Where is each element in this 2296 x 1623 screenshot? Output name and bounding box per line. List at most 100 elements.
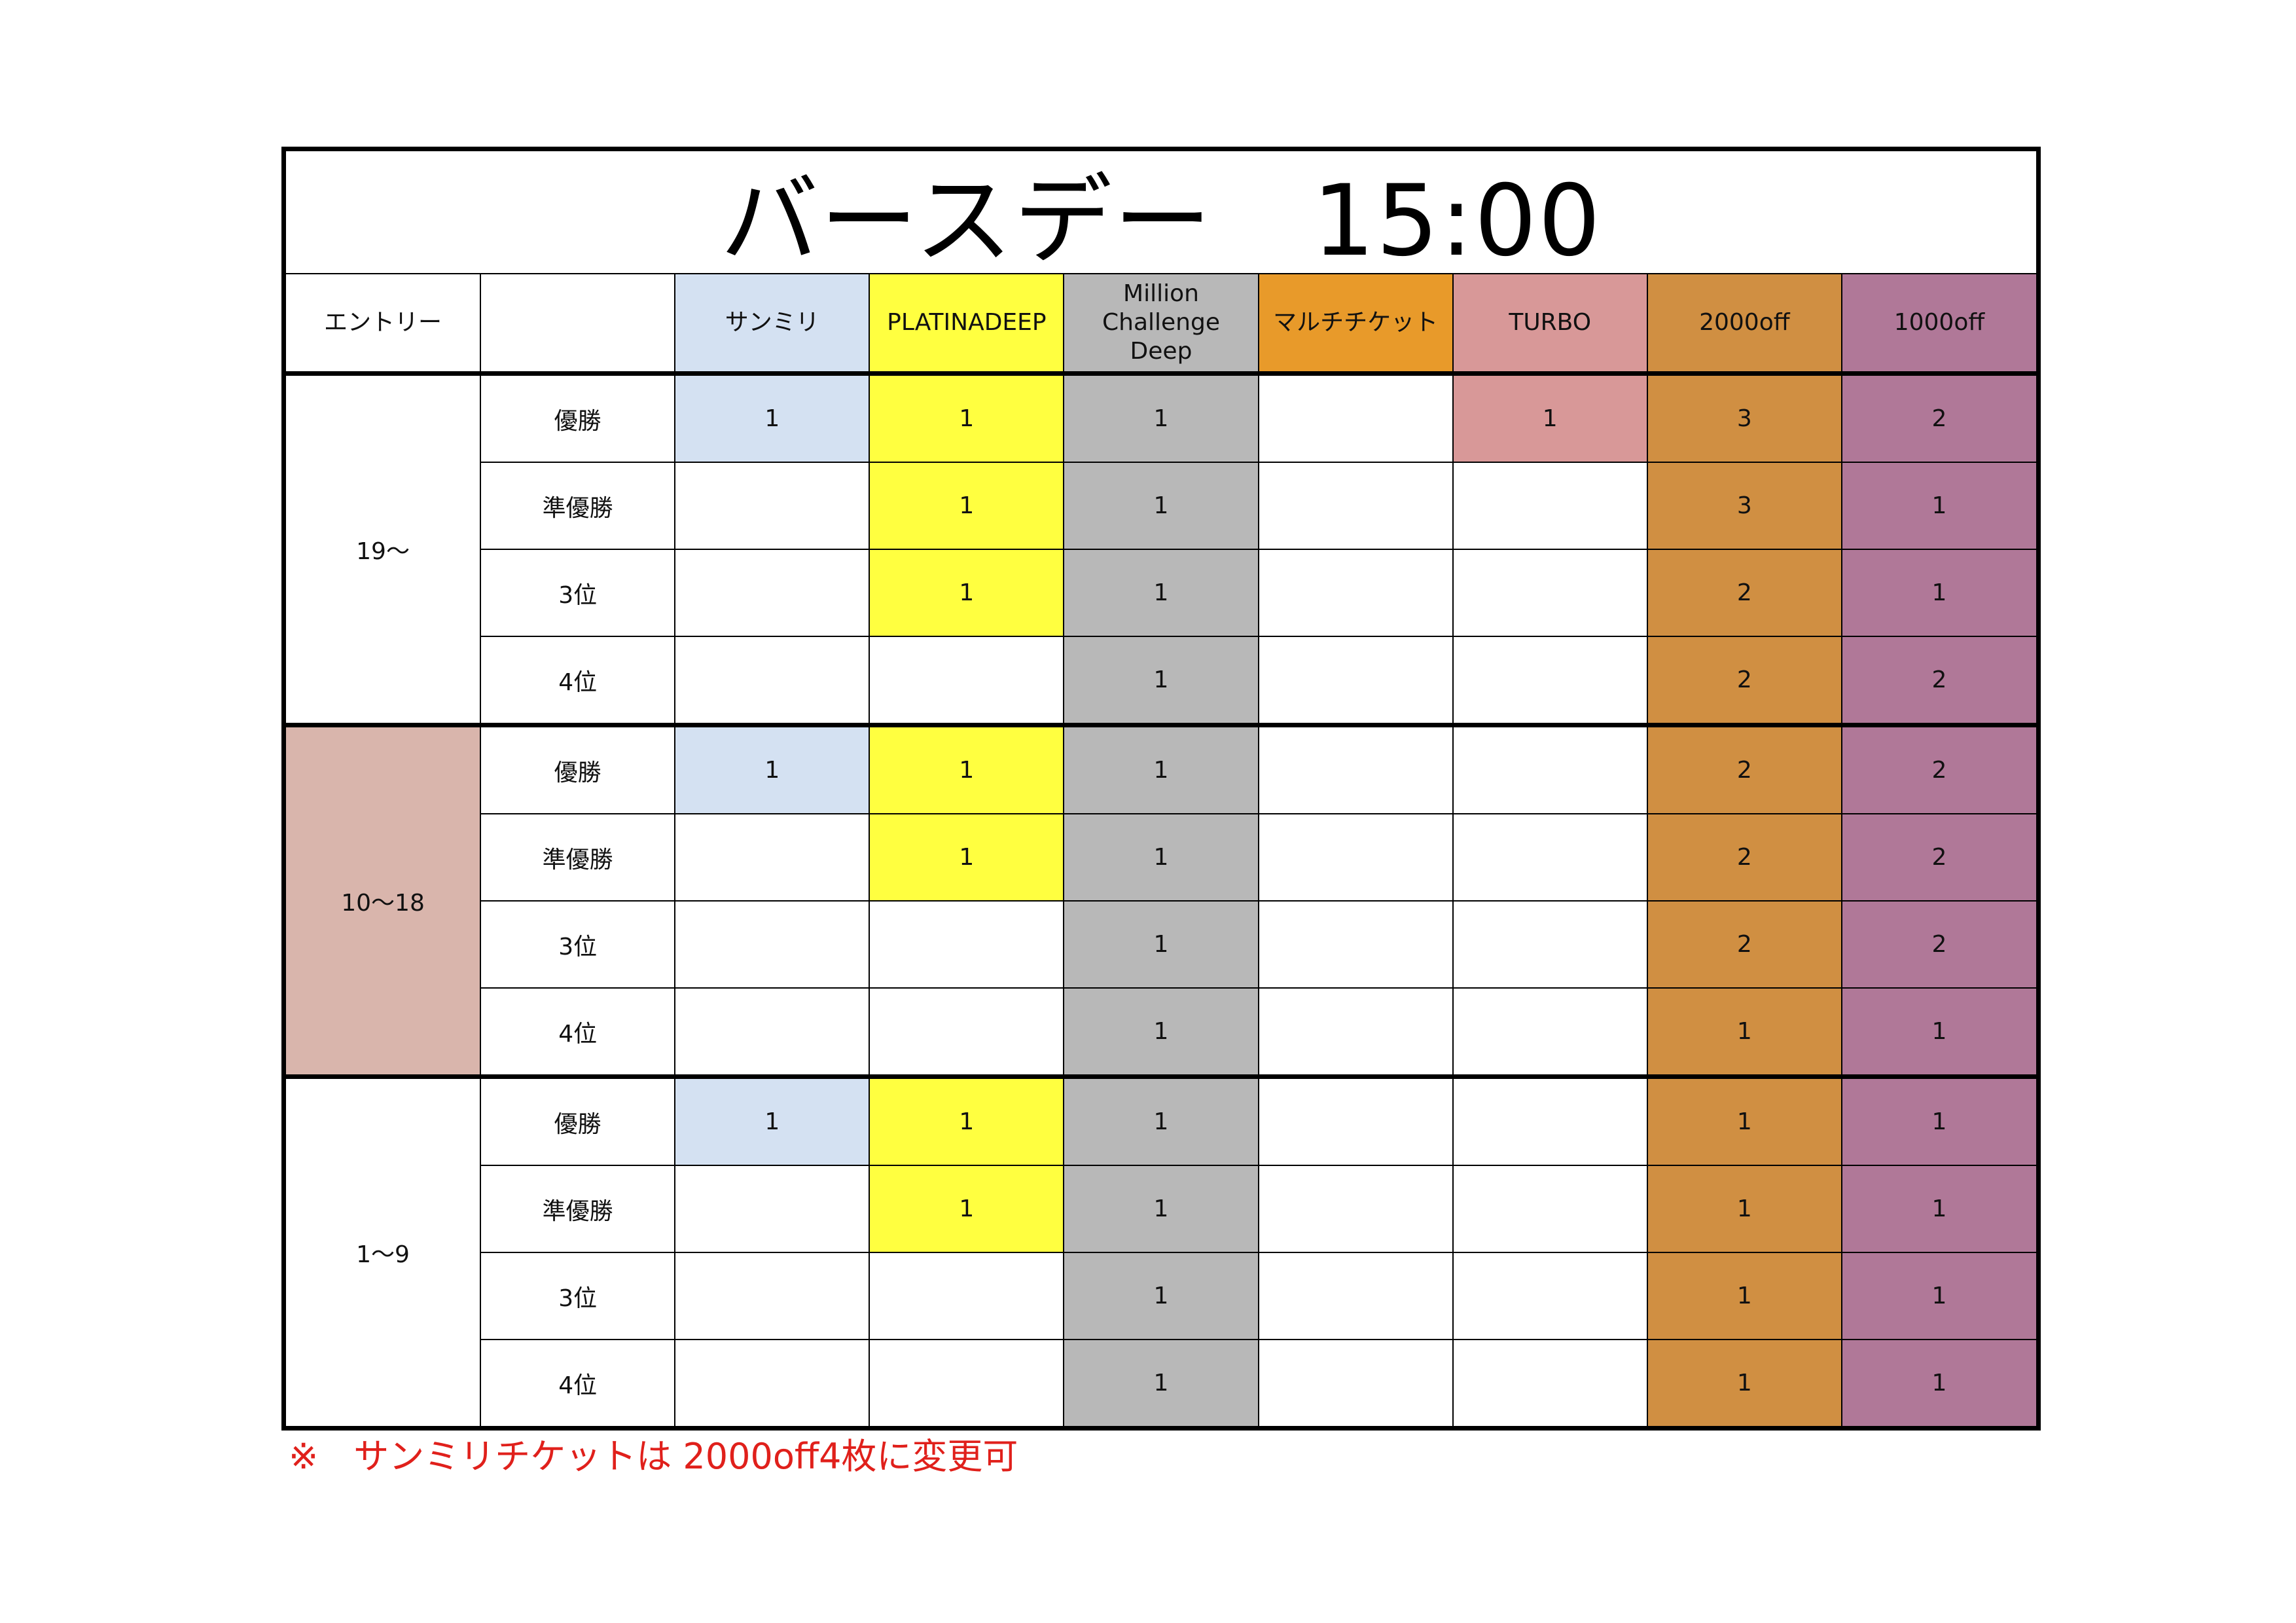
header-column-label: Million bbox=[1123, 280, 1199, 307]
rank-cell: 優勝 bbox=[480, 373, 676, 463]
value-cell bbox=[1257, 900, 1454, 989]
rank-cell: 4位 bbox=[480, 987, 676, 1079]
value-cell: 1 bbox=[1063, 813, 1259, 902]
value-cell: 2 bbox=[1646, 724, 1842, 814]
value-cell: 2 bbox=[1840, 900, 2036, 989]
table-row: 1〜9 優勝 1 1 1 1 1 bbox=[286, 1076, 2036, 1426]
value-cell: 1 bbox=[869, 1076, 1065, 1166]
value-cell bbox=[1452, 1252, 1648, 1340]
entry-group-cell: 19〜 bbox=[286, 373, 482, 727]
value-cell bbox=[1257, 1165, 1454, 1253]
header-column-label: 1000off bbox=[1893, 309, 1985, 336]
header-column-label: マルチチケット bbox=[1273, 309, 1439, 336]
value-cell: 1 bbox=[1063, 636, 1259, 727]
value-cell: 1 bbox=[1063, 462, 1259, 550]
value-cell bbox=[674, 462, 870, 550]
header-column-label: Deep bbox=[1130, 338, 1193, 365]
value-cell bbox=[1257, 1252, 1454, 1340]
prize-table: エントリー サンミリ PLATINADEEP Million Challenge Deep… bbox=[286, 274, 2036, 1426]
value-cell: 1 bbox=[1840, 1252, 2036, 1340]
table-row: 3位 1 2 2 bbox=[286, 900, 2036, 989]
value-cell: 1 bbox=[1840, 462, 2036, 550]
value-cell: 1 bbox=[1646, 1165, 1842, 1253]
value-cell: 1 bbox=[674, 373, 870, 463]
table-row: 10〜18 優勝 1 1 1 2 2 bbox=[286, 724, 2036, 1079]
entry-group-cell: 1〜9 bbox=[286, 1076, 482, 1426]
header-column-label: TURBO bbox=[1509, 309, 1592, 336]
value-cell: 2 bbox=[1840, 724, 2036, 814]
value-cell bbox=[869, 987, 1065, 1079]
table-row: 4位 1 1 1 bbox=[286, 1339, 2036, 1426]
rank-cell: 準優勝 bbox=[480, 813, 676, 902]
value-cell bbox=[1452, 724, 1648, 814]
value-cell bbox=[869, 900, 1065, 989]
value-cell: 1 bbox=[1646, 987, 1842, 1079]
value-cell: 1 bbox=[674, 724, 870, 814]
value-cell: 1 bbox=[1840, 549, 2036, 637]
rank-cell: 優勝 bbox=[480, 724, 676, 814]
header-row: エントリー サンミリ PLATINADEEP Million Challenge Deep… bbox=[286, 274, 2036, 376]
header-column: TURBO bbox=[1452, 274, 1648, 376]
value-cell bbox=[674, 1252, 870, 1340]
value-cell: 1 bbox=[674, 1076, 870, 1166]
table-row: 準優勝 1 1 1 1 bbox=[286, 1165, 2036, 1253]
value-cell: 1 bbox=[1063, 1252, 1259, 1340]
entry-group-cell: 10〜18 bbox=[286, 724, 482, 1079]
value-cell: 1 bbox=[1063, 900, 1259, 989]
value-cell: 2 bbox=[1840, 636, 2036, 727]
header-column-label: PLATINADEEP bbox=[887, 309, 1047, 336]
value-cell bbox=[1257, 724, 1454, 814]
value-cell bbox=[869, 1339, 1065, 1426]
prize-table-sheet: バースデー 15:00 エントリー サンミリ PLATINADEEP Million C… bbox=[281, 147, 2041, 1431]
value-cell: 1 bbox=[1840, 1339, 2036, 1426]
header-column: 1000off bbox=[1840, 274, 2036, 376]
value-cell bbox=[1257, 462, 1454, 550]
table-row: 準優勝 1 1 3 1 bbox=[286, 462, 2036, 550]
header-column: 2000off bbox=[1646, 274, 1842, 376]
value-cell bbox=[869, 636, 1065, 727]
header-rank bbox=[480, 274, 676, 376]
header-column: サンミリ bbox=[674, 274, 870, 376]
value-cell: 1 bbox=[1840, 1076, 2036, 1166]
value-cell: 1 bbox=[1063, 373, 1259, 463]
value-cell: 1 bbox=[1646, 1252, 1842, 1340]
table-row: 準優勝 1 1 2 2 bbox=[286, 813, 2036, 902]
table-row: 19〜 優勝 1 1 1 1 3 2 bbox=[286, 373, 2036, 727]
rank-cell: 3位 bbox=[480, 549, 676, 637]
value-cell: 2 bbox=[1646, 636, 1842, 727]
value-cell bbox=[1452, 987, 1648, 1079]
value-cell: 1 bbox=[1063, 1165, 1259, 1253]
value-cell bbox=[674, 813, 870, 902]
header-column-label: サンミリ bbox=[725, 309, 819, 336]
rank-cell: 4位 bbox=[480, 1339, 676, 1426]
value-cell: 2 bbox=[1646, 900, 1842, 989]
value-cell bbox=[869, 1252, 1065, 1340]
rank-cell: 優勝 bbox=[480, 1076, 676, 1166]
header-column-label: 2000off bbox=[1699, 309, 1790, 336]
value-cell: 1 bbox=[869, 462, 1065, 550]
header-column-label: Challenge bbox=[1102, 309, 1220, 336]
value-cell bbox=[674, 1339, 870, 1426]
value-cell bbox=[674, 987, 870, 1079]
rank-cell: 4位 bbox=[480, 636, 676, 727]
value-cell: 1 bbox=[1063, 1076, 1259, 1166]
table-row: 3位 1 1 1 bbox=[286, 1252, 2036, 1340]
table-row: 4位 1 2 2 bbox=[286, 636, 2036, 727]
value-cell bbox=[1257, 549, 1454, 637]
value-cell: 1 bbox=[1646, 1339, 1842, 1426]
value-cell: 1 bbox=[1452, 373, 1648, 463]
value-cell bbox=[1257, 1076, 1454, 1166]
value-cell bbox=[674, 636, 870, 727]
value-cell: 1 bbox=[869, 373, 1065, 463]
header-column: PLATINADEEP bbox=[869, 274, 1065, 376]
table-row: 3位 1 1 2 1 bbox=[286, 549, 2036, 637]
value-cell: 2 bbox=[1840, 813, 2036, 902]
value-cell bbox=[1257, 1339, 1454, 1426]
value-cell: 1 bbox=[869, 1165, 1065, 1253]
value-cell bbox=[1452, 813, 1648, 902]
value-cell: 2 bbox=[1646, 813, 1842, 902]
value-cell: 1 bbox=[1063, 1339, 1259, 1426]
value-cell bbox=[1452, 462, 1648, 550]
value-cell bbox=[1452, 549, 1648, 637]
value-cell bbox=[1257, 636, 1454, 727]
